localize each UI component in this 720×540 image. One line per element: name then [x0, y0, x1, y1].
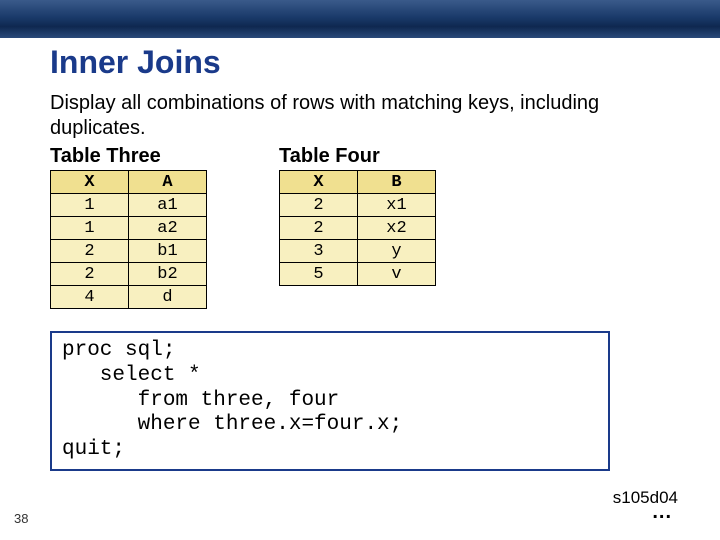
cell: a1	[129, 194, 207, 217]
table-row: 2 x2	[280, 217, 436, 240]
table-three: X A 1 a1 1 a2 2 b1 2 b2	[50, 170, 207, 309]
cell: 1	[51, 194, 129, 217]
cell: 2	[51, 263, 129, 286]
table-three-caption: Table Three	[50, 145, 207, 168]
table-four-block: Table Four X B 2 x1 2 x2 3 y	[279, 145, 436, 309]
table-row: 2 x1	[280, 194, 436, 217]
cell: 1	[51, 217, 129, 240]
cell: v	[358, 263, 436, 286]
tables-row: Table Three X A 1 a1 1 a2 2 b1	[50, 145, 670, 309]
table-row: X A	[51, 171, 207, 194]
table-row: 3 y	[280, 240, 436, 263]
table-row: 5 v	[280, 263, 436, 286]
table-row: X B	[280, 171, 436, 194]
table-four-caption: Table Four	[279, 145, 436, 168]
slide-content: Inner Joins Display all combinations of …	[0, 38, 720, 471]
header-banner	[0, 0, 720, 38]
table-row: 1 a1	[51, 194, 207, 217]
table-row: 1 a2	[51, 217, 207, 240]
code-line: from three, four	[62, 389, 339, 412]
cell: x2	[358, 217, 436, 240]
code-line: proc sql;	[62, 339, 175, 362]
table-three-block: Table Three X A 1 a1 1 a2 2 b1	[50, 145, 207, 309]
cell: 3	[280, 240, 358, 263]
cell: b2	[129, 263, 207, 286]
continuation-dots: ...	[652, 501, 672, 524]
col-header: A	[129, 171, 207, 194]
cell: d	[129, 286, 207, 309]
table-row: 2 b1	[51, 240, 207, 263]
table-row: 4 d	[51, 286, 207, 309]
col-header: X	[51, 171, 129, 194]
col-header: B	[358, 171, 436, 194]
code-line: where three.x=four.x;	[62, 413, 402, 436]
code-line: quit;	[62, 438, 125, 461]
table-row: 2 b2	[51, 263, 207, 286]
cell: b1	[129, 240, 207, 263]
cell: 2	[51, 240, 129, 263]
col-header: X	[280, 171, 358, 194]
cell: 2	[280, 217, 358, 240]
cell: 5	[280, 263, 358, 286]
cell: 2	[280, 194, 358, 217]
code-line: select *	[62, 364, 201, 387]
cell: x1	[358, 194, 436, 217]
code-box: proc sql; select * from three, four wher…	[50, 331, 610, 471]
cell: 4	[51, 286, 129, 309]
cell: y	[358, 240, 436, 263]
page-number: 38	[14, 511, 28, 526]
slide-title: Inner Joins	[50, 44, 670, 81]
table-four: X B 2 x1 2 x2 3 y 5 v	[279, 170, 436, 286]
intro-text: Display all combinations of rows with ma…	[50, 91, 670, 141]
cell: a2	[129, 217, 207, 240]
